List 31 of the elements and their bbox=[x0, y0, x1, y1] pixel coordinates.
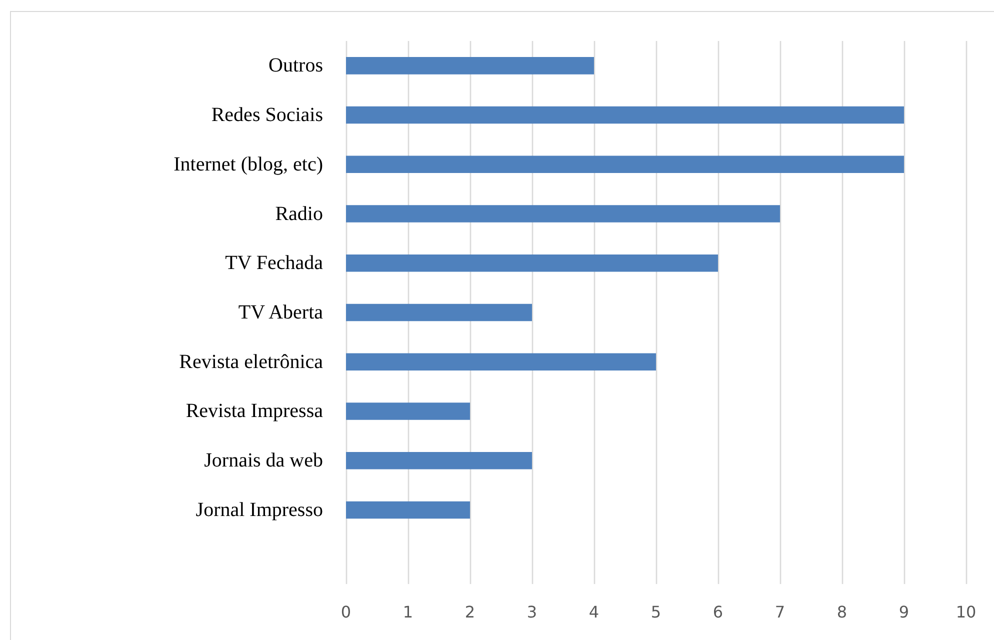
x-tick-label: 9 bbox=[898, 602, 910, 622]
bar bbox=[346, 156, 904, 174]
x-tick-label: 1 bbox=[402, 602, 414, 622]
y-tick-label: Internet (blog, etc) bbox=[174, 153, 323, 176]
y-tick-label: Jornais da web bbox=[204, 450, 323, 472]
bar bbox=[346, 106, 904, 124]
x-tick-label: 2 bbox=[464, 602, 476, 622]
bar bbox=[346, 452, 532, 470]
x-tick-label: 3 bbox=[526, 602, 538, 622]
x-tick-label: 10 bbox=[956, 602, 976, 622]
x-tick-label: 6 bbox=[712, 602, 724, 622]
x-tick-label: 8 bbox=[836, 602, 848, 622]
y-tick-label: Revista Impressa bbox=[186, 400, 324, 422]
bar bbox=[346, 57, 594, 74]
y-tick-label: Revista eletrônica bbox=[179, 350, 324, 373]
y-tick-label: TV Aberta bbox=[238, 302, 324, 324]
y-tick-label: Radio bbox=[275, 202, 323, 225]
y-tick-label: Outros bbox=[268, 54, 324, 77]
y-tick-label: Redes Sociais bbox=[211, 104, 324, 126]
bar bbox=[346, 304, 532, 322]
x-tick-label: 4 bbox=[588, 602, 600, 622]
bar bbox=[346, 353, 656, 370]
x-tick-label: 5 bbox=[650, 602, 662, 622]
x-tick-label: 7 bbox=[774, 602, 786, 622]
y-tick-label: TV Fechada bbox=[225, 252, 324, 274]
bar bbox=[346, 501, 470, 519]
y-tick-label: Jornal Impresso bbox=[196, 498, 323, 521]
x-tick-label: 0 bbox=[340, 602, 352, 622]
bar bbox=[346, 402, 470, 420]
bar bbox=[346, 254, 718, 272]
bar bbox=[346, 205, 780, 222]
